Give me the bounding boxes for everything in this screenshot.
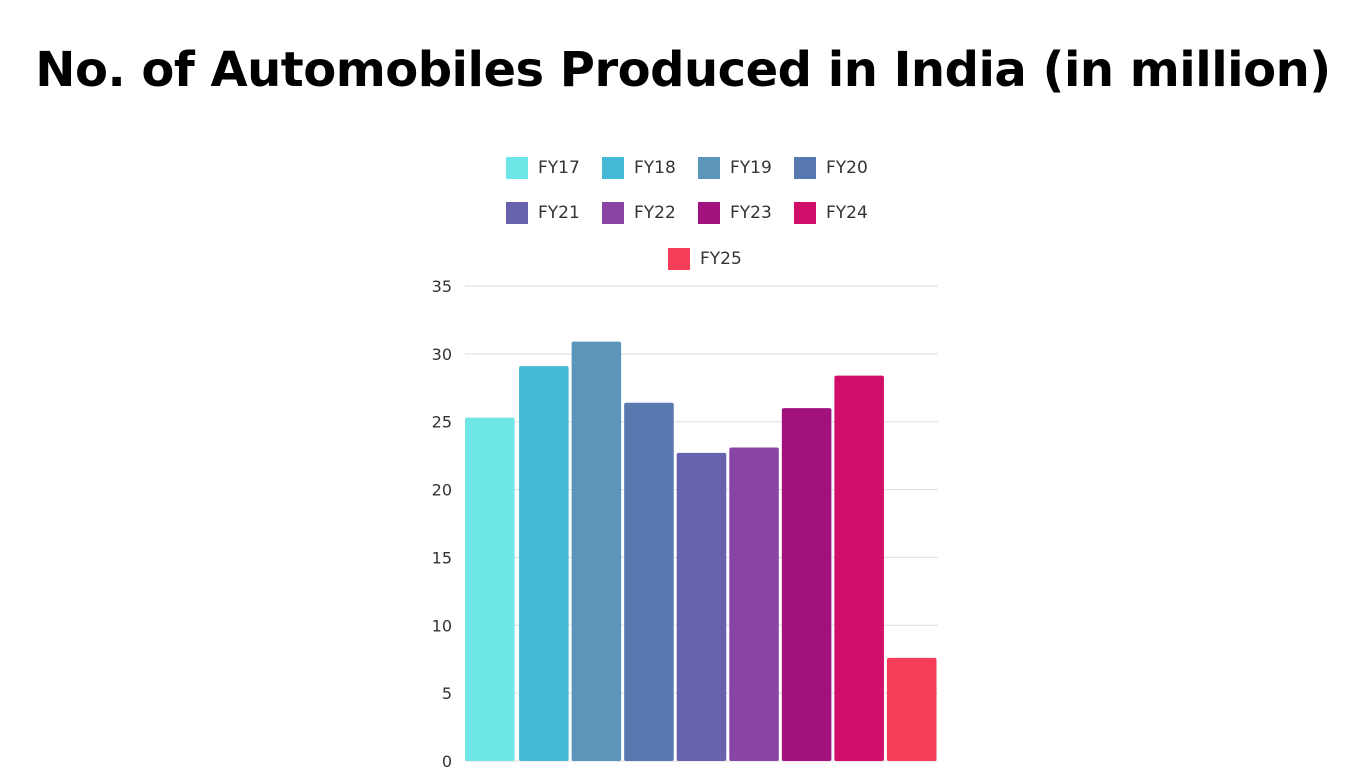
legend-item-fy25: FY25 [668,248,742,270]
legend-item-fy22: FY22 [602,202,676,224]
legend-swatch [698,157,720,179]
legend-swatch [794,157,816,179]
legend-label: FY25 [700,249,742,269]
legend-item-fy19: FY19 [698,157,772,179]
legend-swatch [602,202,624,224]
legend-swatch [506,157,528,179]
legend-label: FY18 [634,158,676,178]
bar-fy19 [571,341,622,761]
legend-item-fy20: FY20 [794,157,868,179]
y-tick-label: 25 [432,413,452,432]
bar-fy22 [729,447,779,761]
legend: FY17 FY18 FY19 FY20 FY21 FY22 FY23 FY24 FY25 [0,0,1366,290]
legend-item-fy24: FY24 [794,202,868,224]
legend-swatch [668,248,690,270]
y-tick-label: 5 [442,684,452,703]
legend-label: FY19 [730,158,772,178]
y-tick-label: 0 [442,752,452,768]
legend-label: FY21 [538,203,580,223]
legend-item-fy17: FY17 [506,157,580,179]
y-tick-label: 35 [432,277,452,296]
legend-swatch [794,202,816,224]
y-tick-label: 30 [432,345,452,364]
bar-fy25 [886,657,937,761]
legend-swatch [698,202,720,224]
legend-label: FY17 [538,158,580,178]
bar-fy23 [781,408,832,761]
legend-item-fy18: FY18 [602,157,676,179]
chart-title: No. of Automobiles Produced in India (in… [35,42,1331,98]
legend-label: FY22 [634,203,676,223]
bar-fy18 [519,366,569,761]
bar-fy17 [465,417,515,761]
legend-item-fy23: FY23 [698,202,772,224]
legend-label: FY23 [730,203,772,223]
legend-swatch [506,202,528,224]
legend-label: FY20 [826,158,868,178]
legend-swatch [602,157,624,179]
bar-fy20 [624,402,674,761]
legend-label: FY24 [826,203,868,223]
bar-fy21 [676,452,727,761]
y-tick-label: 20 [432,481,452,500]
y-tick-label: 15 [432,548,452,567]
y-tick-label: 10 [432,616,452,635]
legend-item-fy21: FY21 [506,202,580,224]
bar-fy24 [834,375,884,761]
